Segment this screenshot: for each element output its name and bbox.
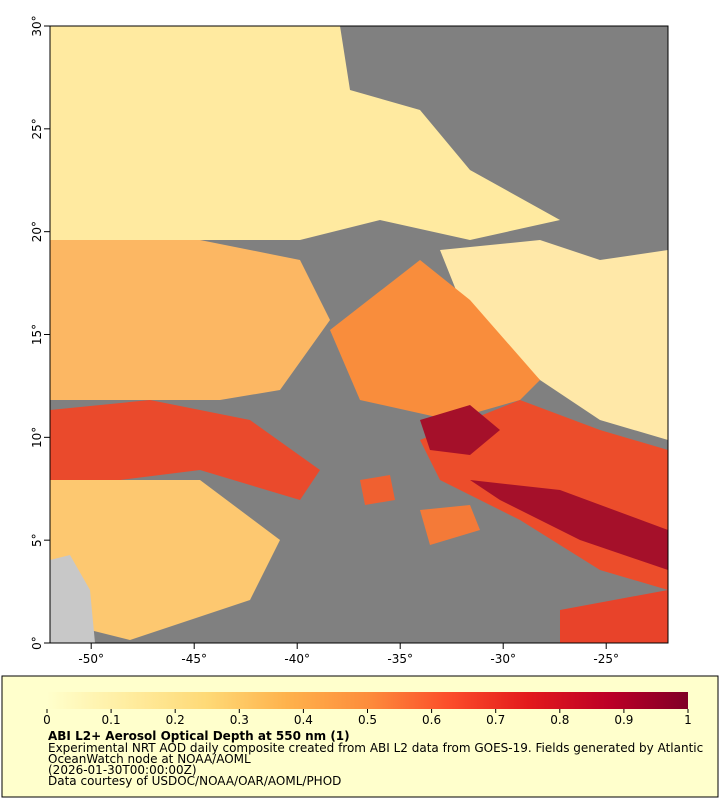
y-tick-label: 5° bbox=[30, 533, 44, 547]
aod-map bbox=[49, 25, 669, 644]
x-tick-label: -35° bbox=[387, 652, 413, 666]
x-tick-label: -45° bbox=[181, 652, 207, 666]
colorbar-tick-label: 0.2 bbox=[166, 713, 185, 727]
colorbar-tick-label: 0.4 bbox=[294, 713, 313, 727]
aod-region bbox=[50, 480, 280, 640]
x-tick-label: -50° bbox=[78, 652, 104, 666]
aod-region bbox=[560, 590, 668, 643]
colorbar bbox=[47, 692, 688, 709]
aod-region bbox=[50, 400, 320, 500]
aod-region bbox=[50, 26, 560, 250]
land bbox=[50, 555, 95, 643]
colorbar-tick-label: 1 bbox=[684, 713, 692, 727]
y-tick-label: 0° bbox=[30, 636, 44, 650]
caption-line: (2026-01-30T00:00:00Z) bbox=[48, 763, 197, 777]
caption-line: Data courtesy of USDOC/NOAA/OAR/AOML/PHO… bbox=[48, 774, 341, 788]
caption-title: ABI L2+ Aerosol Optical Depth at 550 nm … bbox=[48, 729, 350, 743]
aod-region bbox=[440, 240, 668, 440]
colorbar-tick-label: 0.3 bbox=[230, 713, 249, 727]
colorbar-tick-label: 0.6 bbox=[422, 713, 441, 727]
x-tick-label: -30° bbox=[490, 652, 516, 666]
x-tick-label: -25° bbox=[593, 652, 619, 666]
colorbar-tick-label: 0.1 bbox=[102, 713, 121, 727]
aod-region bbox=[420, 405, 500, 455]
aod-region bbox=[330, 260, 540, 420]
colorbar-tick-label: 0.8 bbox=[550, 713, 569, 727]
y-tick-label: 10° bbox=[30, 427, 44, 448]
aod-region bbox=[470, 480, 668, 570]
x-tick-label: -40° bbox=[284, 652, 310, 666]
aod-region bbox=[360, 475, 395, 505]
colorbar-tick-label: 0.5 bbox=[358, 713, 377, 727]
caption-line: OceanWatch node at NOAA/AOML bbox=[48, 752, 251, 766]
aod-region bbox=[50, 240, 330, 400]
y-tick-label: 25° bbox=[30, 118, 44, 139]
colorbar-tick-label: 0.7 bbox=[486, 713, 505, 727]
colorbar-tick-label: 0.9 bbox=[614, 713, 633, 727]
y-tick-label: 20° bbox=[30, 221, 44, 242]
y-tick-label: 15° bbox=[30, 324, 44, 345]
colorbar-tick-label: 0 bbox=[43, 713, 51, 727]
y-tick-label: 30° bbox=[30, 15, 44, 36]
aod-region bbox=[420, 505, 480, 545]
caption-line: Experimental NRT AOD daily composite cre… bbox=[48, 741, 703, 755]
